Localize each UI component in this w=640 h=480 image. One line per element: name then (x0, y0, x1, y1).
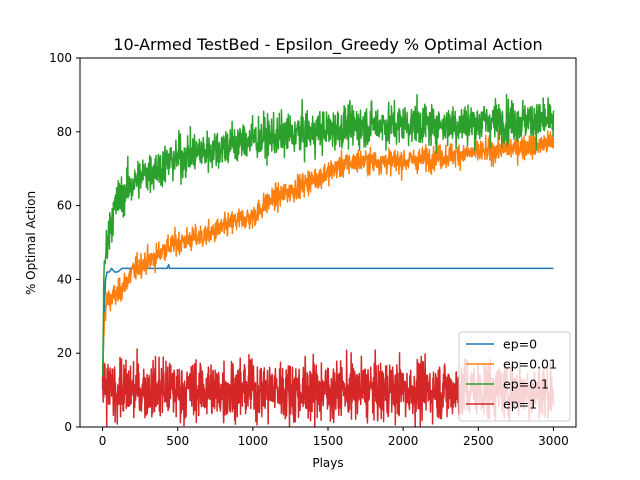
y-tick-label: 60 (57, 199, 72, 213)
legend-box (458, 331, 571, 422)
x-tick-label: 2000 (388, 434, 419, 448)
y-tick-label: 80 (57, 125, 72, 139)
y-tick-label: 40 (57, 272, 72, 286)
x-tick-label: 1000 (238, 434, 269, 448)
legend-label-3: ep=1 (503, 397, 537, 412)
y-tick-label: 0 (64, 420, 72, 434)
legend: ep=0 ep=0.01 ep=0.1 ep=1 (458, 331, 571, 422)
series-line-1 (101, 130, 555, 383)
chart-title: 10-Armed TestBed - Epsilon_Greedy % Opti… (113, 35, 542, 55)
y-tick-label: 100 (49, 51, 72, 65)
legend-label-0: ep=0 (503, 337, 537, 352)
y-tick-label: 20 (57, 346, 72, 360)
x-tick-label: 1500 (313, 434, 344, 448)
legend-label-2: ep=0.1 (503, 377, 549, 392)
x-axis-label: Plays (312, 456, 343, 470)
x-tick-label: 3000 (538, 434, 569, 448)
series-line-2 (101, 93, 555, 388)
x-tick-label: 500 (166, 434, 189, 448)
x-tick-label: 0 (99, 434, 107, 448)
x-tick-label: 2500 (463, 434, 494, 448)
y-axis-label: % Optimal Action (24, 191, 38, 295)
tick-marks: 0 500 1000 1500 2000 2500 3000 0 20 40 60 80 100 (49, 51, 569, 448)
legend-label-1: ep=0.01 (503, 357, 557, 372)
